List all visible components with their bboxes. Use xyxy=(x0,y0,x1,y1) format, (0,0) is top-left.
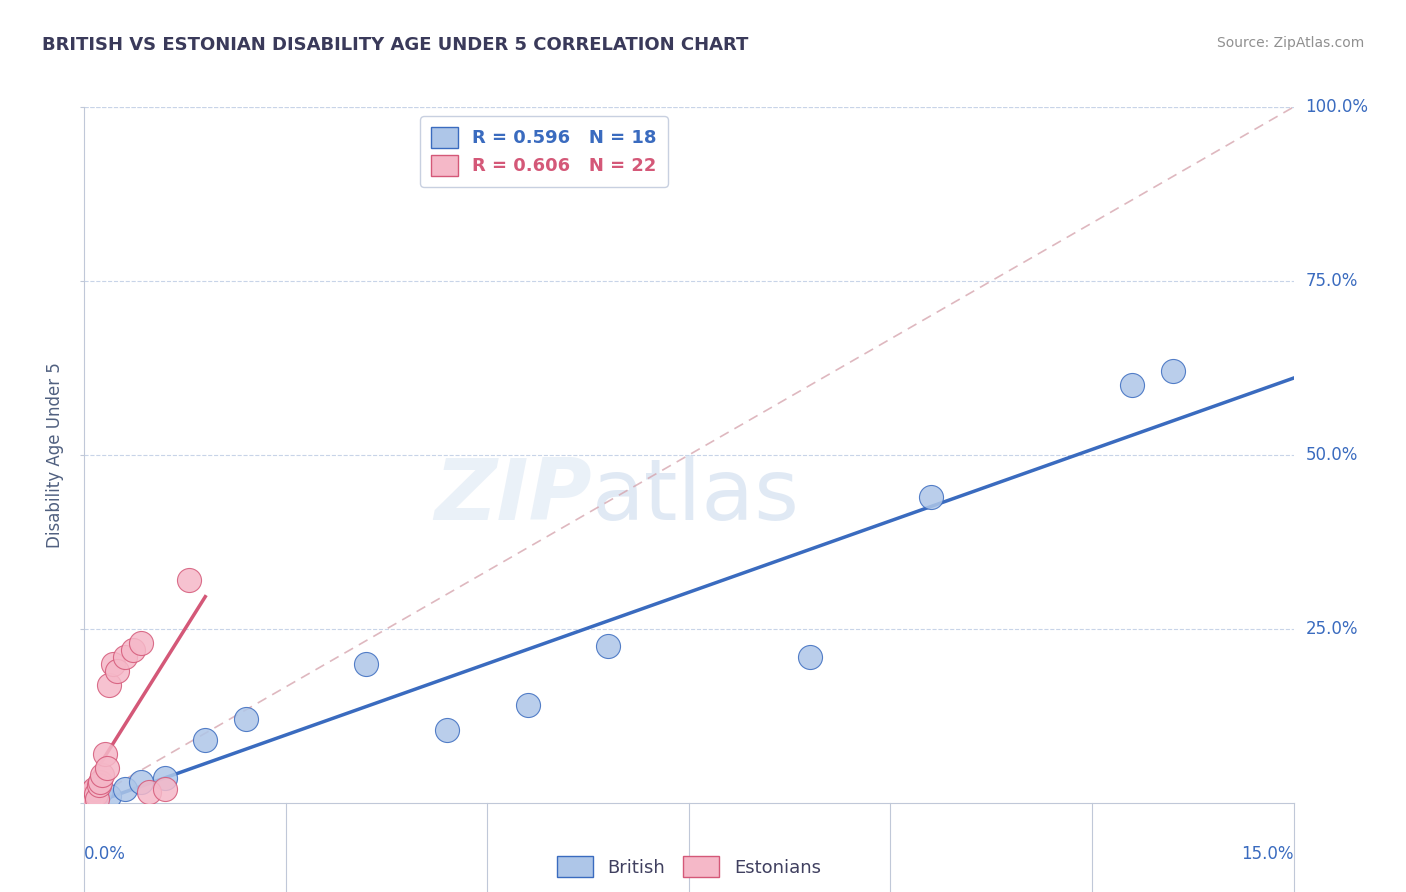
Point xyxy=(77,789,100,803)
Legend: British, Estonians: British, Estonians xyxy=(550,849,828,884)
Point xyxy=(920,490,942,504)
Point xyxy=(96,761,118,775)
Text: ZIP: ZIP xyxy=(434,455,592,538)
Point xyxy=(86,792,108,806)
Point xyxy=(77,792,100,806)
Point xyxy=(76,792,98,806)
Point xyxy=(97,789,120,803)
Point xyxy=(436,723,458,737)
Point xyxy=(86,790,108,805)
Point xyxy=(194,733,217,747)
Text: Source: ZipAtlas.com: Source: ZipAtlas.com xyxy=(1216,36,1364,50)
Text: BRITISH VS ESTONIAN DISABILITY AGE UNDER 5 CORRELATION CHART: BRITISH VS ESTONIAN DISABILITY AGE UNDER… xyxy=(42,36,748,54)
Point xyxy=(97,677,120,691)
Point xyxy=(101,657,124,671)
Point xyxy=(129,636,152,650)
Text: atlas: atlas xyxy=(592,455,800,538)
Point xyxy=(82,790,104,805)
Point xyxy=(114,649,136,664)
Point xyxy=(129,775,152,789)
Point xyxy=(105,664,128,678)
Point xyxy=(516,698,538,713)
Text: 15.0%: 15.0% xyxy=(1241,845,1294,863)
Text: 75.0%: 75.0% xyxy=(1306,272,1358,290)
Point xyxy=(93,747,115,761)
Point xyxy=(87,778,110,792)
Point xyxy=(89,785,111,799)
Point xyxy=(1121,378,1143,392)
Y-axis label: Disability Age Under 5: Disability Age Under 5 xyxy=(46,362,65,548)
Point xyxy=(356,657,378,671)
Point xyxy=(235,712,257,726)
Point xyxy=(153,772,176,786)
Point xyxy=(598,639,620,653)
Point xyxy=(121,642,143,657)
Point xyxy=(80,785,103,799)
Point xyxy=(179,573,201,587)
Text: 100.0%: 100.0% xyxy=(1306,98,1368,116)
Point xyxy=(89,775,111,789)
Point xyxy=(84,788,107,802)
Point xyxy=(82,789,104,803)
Point xyxy=(114,781,136,796)
Text: 0.0%: 0.0% xyxy=(84,845,127,863)
Text: 50.0%: 50.0% xyxy=(1306,446,1358,464)
Point xyxy=(83,781,105,796)
Point xyxy=(91,768,114,782)
Point xyxy=(138,785,160,799)
Text: 25.0%: 25.0% xyxy=(1306,620,1358,638)
Point xyxy=(1161,364,1184,378)
Point xyxy=(153,781,176,796)
Point xyxy=(75,794,97,808)
Point xyxy=(799,649,821,664)
